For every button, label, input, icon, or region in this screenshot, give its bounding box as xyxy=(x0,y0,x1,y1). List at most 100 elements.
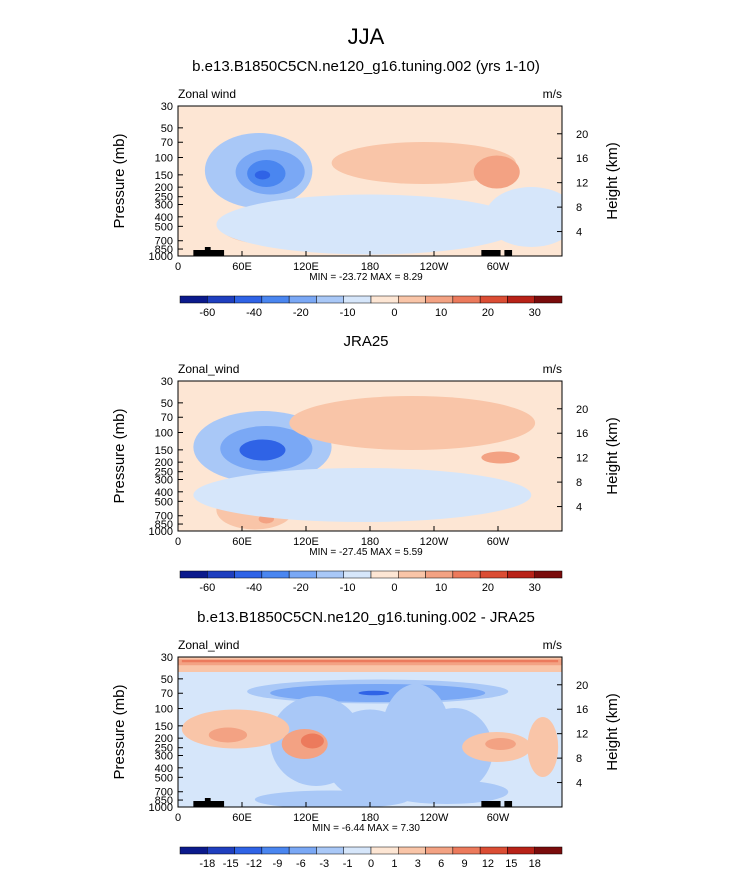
units-label: m/s xyxy=(543,638,562,652)
contour-region xyxy=(416,708,493,792)
x-tick-label: 60W xyxy=(487,261,510,273)
colorbar-cell xyxy=(179,570,208,579)
chart-panel-3: b.e13.B1850C5CN.ne120_g16.tuning.002 - J… xyxy=(111,609,621,870)
colorbar-cell xyxy=(534,570,563,579)
x-tick-label: 60E xyxy=(232,536,252,548)
contour-region xyxy=(254,790,409,807)
colorbar-label: -15 xyxy=(223,858,239,870)
y-tick-label: 850 xyxy=(155,795,173,807)
colorbar-cell xyxy=(316,295,344,304)
colorbar-cell xyxy=(370,295,399,304)
colorbar-label: -20 xyxy=(293,582,309,594)
y-axis-title: Pressure (mb) xyxy=(111,133,128,228)
y-axis-title-right: Height (km) xyxy=(604,417,621,495)
y-tick-label: 150 xyxy=(155,170,173,182)
y-tick-label: 100 xyxy=(155,153,173,165)
y-tick-label: 150 xyxy=(155,721,173,733)
colorbar-label: -40 xyxy=(246,582,262,594)
colorbar-label: -1 xyxy=(343,858,353,870)
colorbar-label: -60 xyxy=(199,582,215,594)
terrain-mask xyxy=(481,801,501,807)
contour-region xyxy=(193,468,532,522)
variable-label: Zonal wind xyxy=(178,87,236,101)
colorbar-cell xyxy=(234,846,263,855)
colorbar-cell xyxy=(452,570,481,579)
x-tick-label: 120W xyxy=(420,536,449,548)
contour-region xyxy=(358,690,390,696)
height-tick-label: 12 xyxy=(576,178,588,190)
variable-label: Zonal_wind xyxy=(178,638,239,652)
colorbar-cell xyxy=(261,295,290,304)
y-tick-label: 1000 xyxy=(149,251,173,263)
y-tick-label: 500 xyxy=(155,221,173,233)
colorbar-cell xyxy=(207,570,235,579)
colorbar-label: -40 xyxy=(246,307,262,319)
height-tick-label: 4 xyxy=(576,227,582,239)
y-tick-label: 400 xyxy=(155,763,173,775)
colorbar-cell xyxy=(179,295,208,304)
x-tick-label: 120W xyxy=(420,261,449,273)
colorbar-label: -10 xyxy=(340,582,356,594)
colorbar-label: 30 xyxy=(529,582,541,594)
x-tick-label: 60E xyxy=(232,812,252,824)
page-title: JJA xyxy=(348,24,385,49)
contour-region xyxy=(481,451,520,464)
y-tick-label: 100 xyxy=(155,428,173,440)
terrain-mask xyxy=(212,250,225,256)
x-tick-label: 0 xyxy=(175,261,181,273)
y-tick-label: 400 xyxy=(155,212,173,224)
colorbar-cell xyxy=(452,846,481,855)
y-tick-label: 700 xyxy=(155,787,173,799)
min-max-stats: MIN = -27.45 MAX = 5.59 xyxy=(309,547,423,558)
height-tick-label: 20 xyxy=(576,404,588,416)
colorbar-cell xyxy=(425,295,454,304)
panels: b.e13.B1850C5CN.ne120_g16.tuning.002 (yr… xyxy=(111,58,621,870)
colorbar-label: 18 xyxy=(529,858,541,870)
colorbar-cell xyxy=(507,295,535,304)
chart-title: b.e13.B1850C5CN.ne120_g16.tuning.002 (yr… xyxy=(192,58,540,75)
x-tick-label: 180 xyxy=(361,261,379,273)
colorbar-label: 12 xyxy=(482,858,494,870)
y-tick-label: 70 xyxy=(161,137,173,149)
y-tick-label: 250 xyxy=(155,467,173,479)
x-tick-label: 60W xyxy=(487,812,510,824)
y-tick-label: 70 xyxy=(161,688,173,700)
colorbar-cell xyxy=(425,846,454,855)
plot-area xyxy=(178,106,562,256)
y-tick-label: 850 xyxy=(155,519,173,531)
contour-region xyxy=(208,727,248,743)
y-tick-label: 250 xyxy=(155,743,173,755)
contour-region xyxy=(473,155,520,189)
colorbar-cell xyxy=(234,295,263,304)
colorbar-cell xyxy=(343,295,372,304)
y-tick-label: 1000 xyxy=(149,802,173,814)
colorbar-cell xyxy=(370,570,399,579)
colorbar-cell xyxy=(534,846,563,855)
contour-region xyxy=(239,439,286,461)
x-tick-label: 120E xyxy=(293,261,319,273)
colorbar-label: -20 xyxy=(293,307,309,319)
colorbar-cell xyxy=(288,846,317,855)
chart-title: JRA25 xyxy=(343,333,388,350)
colorbar-cell xyxy=(479,846,508,855)
y-tick-label: 30 xyxy=(161,652,173,664)
x-tick-label: 0 xyxy=(175,536,181,548)
plot-area xyxy=(178,381,562,531)
colorbar-label: 15 xyxy=(505,858,517,870)
colorbar-cell xyxy=(207,846,235,855)
height-tick-label: 20 xyxy=(576,680,588,692)
x-tick-label: 120W xyxy=(420,812,449,824)
colorbar-cell xyxy=(398,846,426,855)
colorbar-cell xyxy=(179,846,208,855)
y-tick-label: 50 xyxy=(161,123,173,135)
contour-region xyxy=(331,142,516,184)
terrain-mask xyxy=(212,801,225,807)
colorbar-label: 9 xyxy=(461,858,467,870)
height-tick-label: 16 xyxy=(576,704,588,716)
height-tick-label: 4 xyxy=(576,502,582,514)
colorbar-cell xyxy=(398,295,426,304)
contour-band xyxy=(181,660,559,663)
colorbar-cell xyxy=(207,295,235,304)
colorbar-label: 10 xyxy=(435,582,447,594)
colorbar-cell xyxy=(507,570,535,579)
